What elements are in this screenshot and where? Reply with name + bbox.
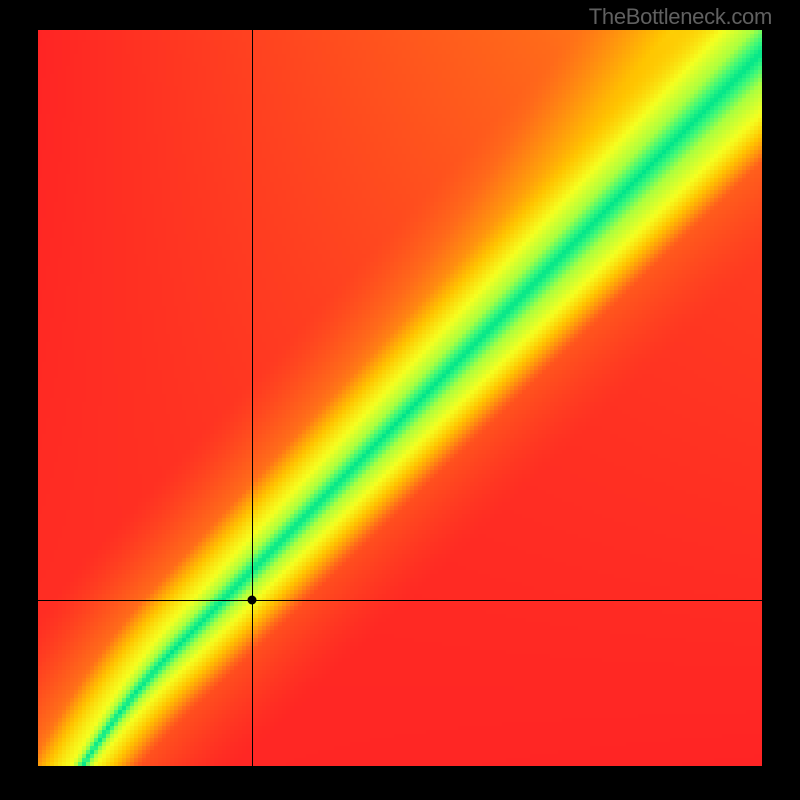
- watermark-text: TheBottleneck.com: [589, 4, 772, 30]
- heatmap-canvas: [38, 30, 762, 766]
- crosshair-vertical: [252, 30, 253, 766]
- crosshair-marker: [247, 596, 256, 605]
- crosshair-horizontal: [38, 600, 762, 601]
- heatmap-plot: [38, 30, 762, 766]
